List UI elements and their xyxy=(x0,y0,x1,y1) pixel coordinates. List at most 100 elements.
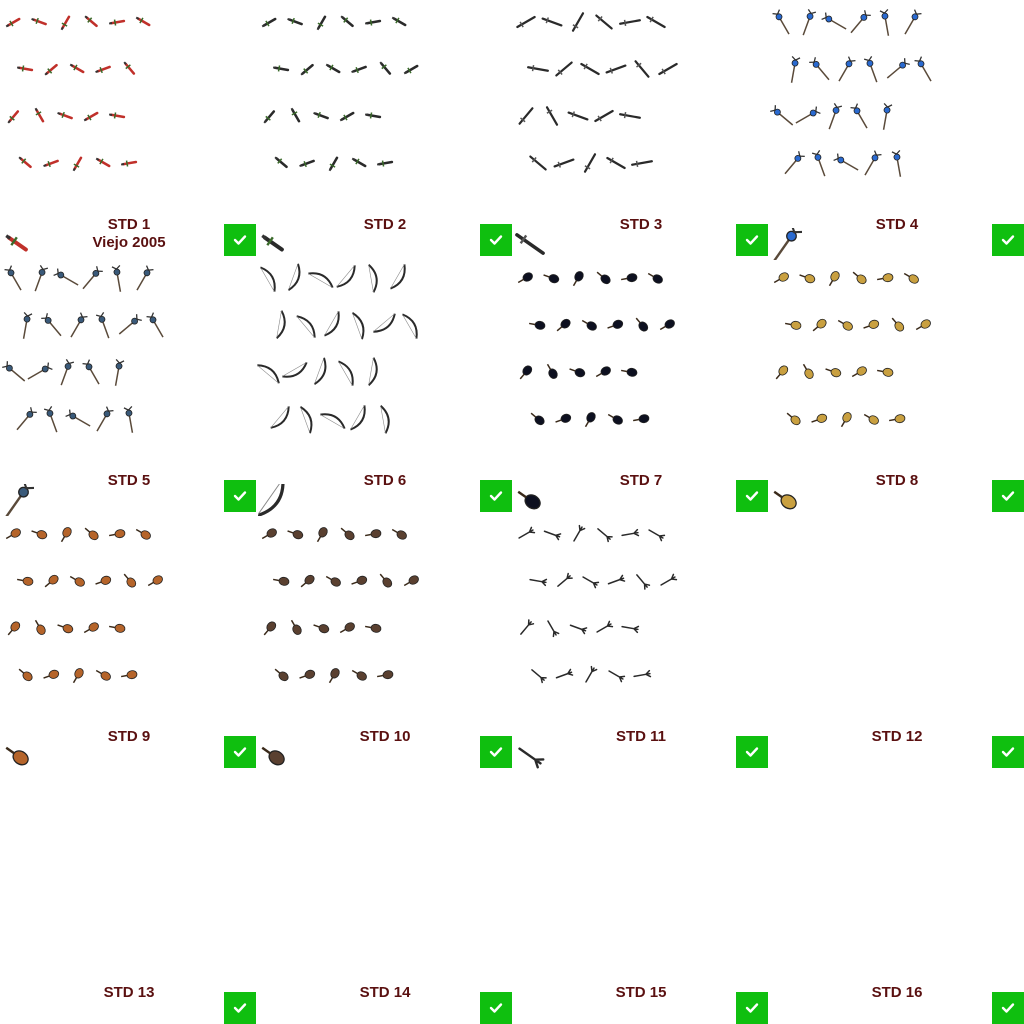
cell-title: STD 16 xyxy=(871,984,923,1001)
weapon-preview-icon xyxy=(261,234,284,252)
select-checkbox[interactable] xyxy=(736,736,768,768)
weapon-sprite xyxy=(607,574,626,585)
select-checkbox[interactable] xyxy=(480,992,512,1024)
select-checkbox[interactable] xyxy=(992,480,1024,512)
sprite-cell[interactable]: STD 16 xyxy=(768,768,1024,1024)
weapon-sprite xyxy=(351,312,365,340)
weapon-sprite xyxy=(313,357,327,385)
select-checkbox[interactable] xyxy=(992,224,1024,256)
cell-title: STD 8 xyxy=(875,472,919,489)
weapon-sprite xyxy=(546,363,558,379)
sprite-cell[interactable]: STD 9 xyxy=(0,512,256,768)
sprite-cell[interactable]: STD 11 xyxy=(512,512,768,769)
weapon-sprite xyxy=(274,156,288,169)
weapon-sprite xyxy=(351,575,368,585)
weapon-sprite xyxy=(263,110,276,124)
weapon-sprite xyxy=(31,530,48,540)
weapon-sprite xyxy=(658,62,678,76)
cell-label: STD 6 xyxy=(340,472,430,490)
cell-title: STD 3 xyxy=(619,216,663,233)
sprite-cell[interactable]: STD 1 Viejo 2005 xyxy=(0,0,256,256)
select-checkbox[interactable] xyxy=(224,736,256,768)
sprite-cell[interactable]: STD 2 xyxy=(256,0,512,256)
weapon-sprite xyxy=(775,365,789,380)
select-checkbox[interactable] xyxy=(736,992,768,1024)
sprite-cell[interactable]: STD 5 xyxy=(0,256,256,516)
weapon-sprite xyxy=(891,150,902,177)
cell-title: STD 11 xyxy=(615,728,667,745)
sprite-cell[interactable]: STD 15 xyxy=(512,768,768,1024)
weapon-sprite xyxy=(621,625,640,634)
checkmark-icon xyxy=(489,747,503,757)
weapon-sprite xyxy=(391,528,407,540)
sprite-cell[interactable]: STD 14 xyxy=(256,768,512,1024)
select-checkbox[interactable] xyxy=(480,224,512,256)
select-checkbox[interactable] xyxy=(480,480,512,512)
weapon-sprite xyxy=(313,111,329,120)
weapon-sprite xyxy=(891,317,905,332)
weapon-sprite xyxy=(903,272,919,284)
weapon-sprite xyxy=(123,573,137,588)
weapon-sprite xyxy=(328,668,340,684)
weapon-sprite xyxy=(34,107,45,123)
weapon-sprite xyxy=(594,109,614,123)
sprite-cell[interactable]: STD 13 xyxy=(0,768,256,1024)
weapon-sprite xyxy=(350,405,366,431)
weapon-sprite xyxy=(555,668,574,679)
weapon-sprite xyxy=(147,575,163,587)
weapon-sprite xyxy=(135,528,151,540)
weapon-preview-icon xyxy=(515,233,545,255)
weapon-sprite xyxy=(555,413,572,423)
select-checkbox[interactable] xyxy=(224,224,256,256)
select-checkbox[interactable] xyxy=(992,992,1024,1024)
weapon-sprite xyxy=(605,64,627,74)
select-checkbox[interactable] xyxy=(480,736,512,768)
sprite-sheet xyxy=(518,524,678,684)
sprite-sheet xyxy=(5,527,163,684)
weapon-sprite xyxy=(325,63,341,74)
cell-title: STD 1 xyxy=(107,216,151,233)
select-checkbox[interactable] xyxy=(992,736,1024,768)
checkmark-icon xyxy=(745,747,759,757)
weapon-sprite xyxy=(316,15,327,31)
sprite-cell[interactable]: STD 4 xyxy=(768,0,1024,260)
weapon-sprite xyxy=(263,621,277,636)
weapon-sprite xyxy=(379,573,393,588)
weapon-sprite xyxy=(109,623,126,633)
weapon-sprite xyxy=(877,367,894,377)
weapon-sprite xyxy=(647,272,663,284)
weapon-sprite xyxy=(121,670,138,680)
weapon-sprite xyxy=(70,312,88,338)
checkmark-icon xyxy=(233,1003,247,1013)
weapon-sprite xyxy=(403,575,419,587)
sprite-cell[interactable]: STD 3 xyxy=(512,0,768,256)
checkmark-icon xyxy=(489,235,503,245)
weapon-sprite xyxy=(821,12,847,30)
weapon-preview-icon xyxy=(518,747,545,769)
weapon-sprite xyxy=(109,529,126,539)
checkmark-icon xyxy=(1001,491,1015,501)
weapon-sprite xyxy=(621,273,638,283)
weapon-sprite xyxy=(785,320,802,330)
sprite-cell[interactable]: STD 8 xyxy=(768,256,1024,512)
sprite-cell[interactable]: STD 6 xyxy=(256,256,512,516)
sprite-cell[interactable]: STD 10 xyxy=(256,512,512,768)
select-checkbox[interactable] xyxy=(224,480,256,512)
weapon-sprite xyxy=(274,668,289,682)
weapon-sprite xyxy=(69,575,85,587)
cell-label: STD 11 xyxy=(596,728,686,746)
select-checkbox[interactable] xyxy=(736,480,768,512)
select-checkbox[interactable] xyxy=(736,224,768,256)
weapon-preview-icon xyxy=(5,746,29,766)
cell-label: STD 13 xyxy=(84,984,174,1002)
weapon-sprite xyxy=(863,56,878,83)
select-checkbox[interactable] xyxy=(224,992,256,1024)
weapon-sprite xyxy=(607,413,623,425)
weapon-sprite xyxy=(272,65,290,72)
weapon-preview-icon xyxy=(5,234,28,252)
sprite-cell[interactable]: STD 12 xyxy=(768,512,1024,768)
weapon-sprite xyxy=(7,621,21,636)
weapon-sprite xyxy=(825,368,842,378)
sprite-cell[interactable]: STD 7 xyxy=(512,256,768,512)
weapon-sprite xyxy=(619,19,641,26)
